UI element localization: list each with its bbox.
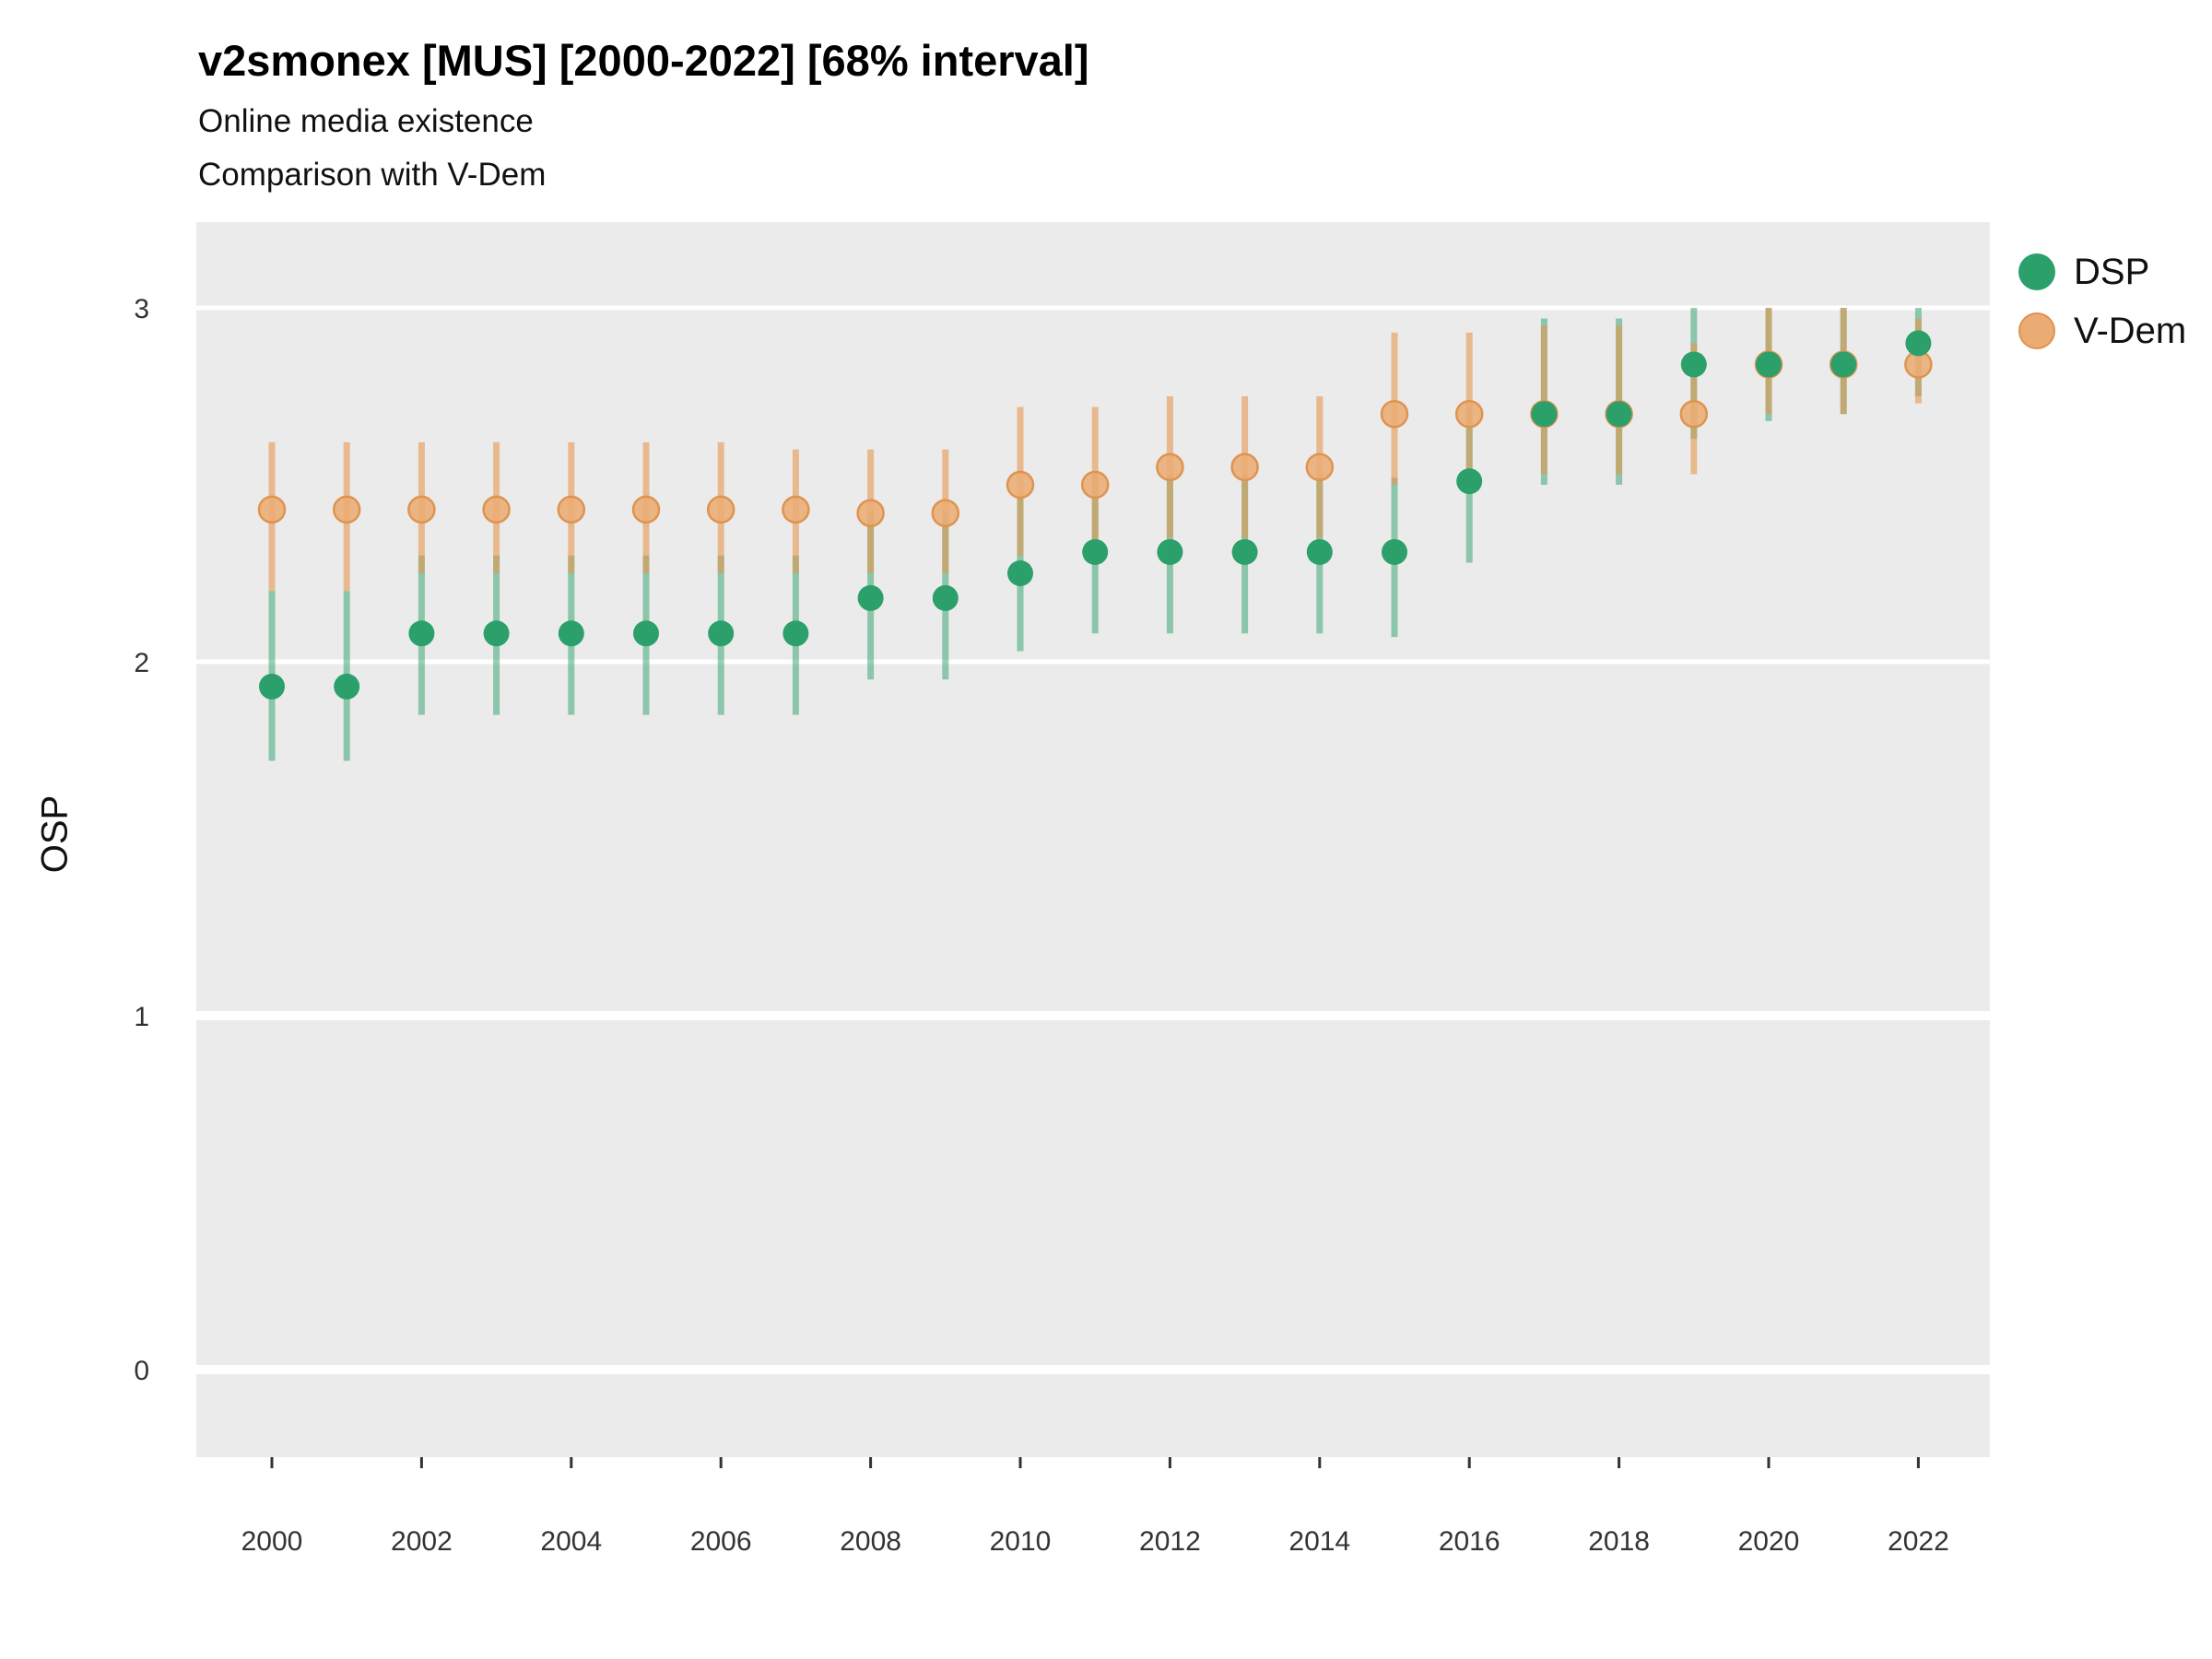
vdem-point-2014 [1305,453,1335,482]
dsp-point-2010 [1007,560,1033,586]
x-tick-label-2022: 2022 [1888,1526,1949,1557]
x-tick-label-2002: 2002 [391,1526,453,1557]
dsp-point-2003 [483,620,510,647]
dsp-point-2008 [857,584,884,611]
x-tick-label-2012: 2012 [1139,1526,1201,1557]
x-tick-label-2018: 2018 [1588,1526,1650,1557]
vdem-point-2005 [631,495,661,524]
dsp-legend-label: DSP [2074,251,2150,292]
legend: DSP V-Dem [2018,251,2186,352]
x-tick-label-2006: 2006 [690,1526,752,1557]
dsp-point-2002 [408,620,435,647]
dsp-point-2018 [1606,401,1632,428]
y-tick-label-3: 3 [134,294,149,324]
chart-title: v2smonex [MUS] [2000-2022] [68% interval… [198,36,1089,85]
vdem-point-2008 [856,499,885,527]
dsp-point-2020 [1756,351,1782,378]
dsp-point-2014 [1306,538,1333,565]
dsp-point-2019 [1680,351,1707,378]
dsp-point-2015 [1382,538,1407,565]
dsp-point-2011 [1082,538,1109,565]
x-tick-label-2000: 2000 [241,1526,303,1557]
dsp-legend-dot-icon [2018,253,2055,290]
dsp-point-2006 [708,620,735,647]
x-tick-label-2014: 2014 [1288,1526,1350,1557]
vdem-point-2003 [482,495,511,524]
chart-subtitle: Online media existence [198,103,534,139]
vdem-point-2013 [1230,453,1259,482]
vdem-point-2016 [1454,399,1484,429]
dsp-point-2022 [1905,330,1932,357]
vdem-point-2006 [706,495,735,524]
vdem-point-2001 [332,495,361,524]
vdem-point-2019 [1679,399,1709,429]
x-tick-label-2020: 2020 [1738,1526,1800,1557]
x-tick-label-2008: 2008 [840,1526,901,1557]
vdem-point-2010 [1006,470,1035,500]
legend-item-vdem: V-Dem [2018,310,2186,352]
vdem-point-2007 [782,495,810,524]
y-tick-label-1: 1 [134,1002,149,1032]
dsp-point-2012 [1157,538,1183,565]
dsp-point-2009 [932,584,959,611]
vdem-legend-dot-icon [2018,312,2055,349]
dsp-point-2001 [334,673,360,700]
vdem-point-2000 [257,495,287,524]
y-tick-label-0: 0 [134,1356,149,1386]
dsp-point-2017 [1531,401,1558,428]
y-tick-label-2: 2 [134,648,149,678]
dsp-point-2021 [1830,351,1857,378]
dsp-point-2016 [1456,468,1483,495]
chart-subtitle-secondary: Comparison with V-Dem [198,157,547,193]
vdem-legend-label: V-Dem [2074,310,2187,351]
x-tick-label-2016: 2016 [1439,1526,1500,1557]
dsp-point-2013 [1231,538,1258,565]
dsp-point-2004 [558,620,584,647]
y-axis-label: OSP [34,794,76,874]
vdem-point-2015 [1380,399,1409,429]
vdem-point-2011 [1080,470,1110,500]
vdem-point-2004 [557,495,586,524]
dsp-point-2000 [259,673,285,700]
dsp-point-2007 [782,620,809,647]
x-tick-label-2010: 2010 [990,1526,1052,1557]
legend-item-dsp: DSP [2018,251,2186,293]
x-tick-label-2004: 2004 [540,1526,602,1557]
vdem-point-2009 [931,499,960,527]
vdem-point-2002 [407,495,436,524]
vdem-point-2012 [1156,453,1184,482]
dsp-point-2005 [633,620,659,647]
